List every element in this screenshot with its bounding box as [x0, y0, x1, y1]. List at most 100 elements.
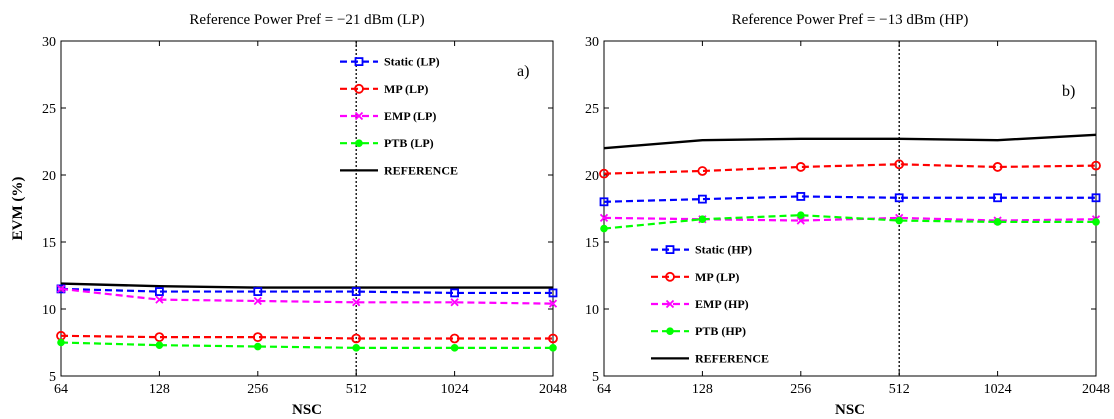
point-marker-dot [450, 344, 459, 352]
point-marker-circle [252, 332, 263, 343]
point-marker-square [894, 193, 904, 203]
x-tick-label: 256 [247, 382, 268, 397]
series-line [603, 163, 1097, 175]
point-marker-square [698, 194, 707, 204]
point-marker-dot [698, 215, 707, 224]
point-marker-x [665, 299, 675, 309]
series-emp-lp [56, 284, 558, 308]
y-tick-label: 10 [42, 303, 56, 318]
legend-label: MP (LP) [695, 270, 739, 284]
x-tick-label: 1024 [441, 382, 469, 397]
series-line [60, 287, 554, 305]
legend-label: Static (HP) [695, 243, 752, 257]
legend-label: MP (LP) [384, 82, 428, 96]
series-ptb-lp [57, 338, 557, 352]
point-marker-circle [548, 333, 558, 344]
legend-label: REFERENCE [695, 351, 769, 365]
series-line [60, 341, 553, 349]
point-marker-dot [253, 342, 262, 351]
point-marker-dot [1092, 218, 1100, 226]
point-marker-dot [155, 341, 164, 349]
y-tick-label: 30 [585, 35, 599, 50]
point-marker-circle [665, 271, 675, 282]
point-marker-square [599, 197, 609, 207]
point-marker-circle [992, 162, 1003, 172]
point-marker-circle [795, 162, 806, 172]
x-tick-label: 512 [889, 382, 910, 397]
y-tick-label: 20 [42, 169, 56, 184]
chart-title: Reference Power Pref = −21 dBm (LP) [189, 12, 424, 28]
x-tick-label: 512 [346, 382, 367, 397]
point-marker-dot [549, 344, 557, 352]
y-axis-label: EVM (%) [10, 177, 26, 241]
legend-label: EMP (HP) [695, 297, 749, 311]
legend: Static (HP) MP (LP) EMP (HP) PTB (HP) REFERE… [651, 243, 769, 365]
point-marker-x [796, 216, 805, 225]
point-marker-circle [449, 333, 460, 344]
x-tick-label: 2048 [1082, 382, 1110, 397]
point-marker-circle [154, 332, 165, 343]
x-tick-label: 128 [149, 382, 170, 397]
point-marker-square [354, 57, 364, 66]
legend-label: Static (LP) [384, 55, 440, 69]
point-marker-square [548, 288, 558, 298]
point-marker-circle [697, 166, 708, 176]
x-tick-label: 1024 [984, 382, 1012, 397]
series-static-hp [599, 192, 1101, 207]
point-marker-dot [352, 344, 361, 352]
y-tick-label: 15 [585, 236, 599, 251]
chart-title: Reference Power Pref = −13 dBm (HP) [732, 12, 969, 28]
series-mp-lp [56, 330, 558, 344]
point-marker-dot [355, 139, 363, 147]
series-ptb-hp [600, 211, 1100, 233]
point-marker-dot [600, 224, 608, 233]
legend-label: PTB (HP) [695, 324, 746, 338]
series-line [60, 334, 553, 340]
point-marker-x [548, 299, 558, 308]
point-marker-circle [1091, 160, 1101, 171]
series-line [603, 133, 1097, 150]
y-tick-label: 30 [42, 35, 56, 50]
legend: Static (LP) MP (LP) EMP (LP) PTB (LP) REFERE… [340, 55, 458, 177]
point-marker-square [450, 288, 460, 298]
y-tick-label: 20 [585, 169, 599, 184]
series-mp-lp [599, 159, 1101, 179]
point-marker-dot [895, 216, 904, 225]
point-marker-dot [993, 218, 1002, 226]
legend-label: EMP (LP) [384, 109, 436, 123]
panel-label: b) [1062, 83, 1075, 100]
y-tick-label: 15 [42, 236, 56, 251]
point-marker-circle [599, 168, 609, 179]
y-tick-label: 25 [42, 102, 56, 117]
x-tick-label: 64 [54, 382, 68, 397]
x-axis-label: NSC [835, 402, 865, 418]
series-reference [60, 282, 553, 289]
point-marker-x [253, 296, 262, 306]
y-tick-label: 5 [49, 370, 56, 385]
x-tick-label: 128 [692, 382, 713, 397]
point-marker-square [154, 287, 164, 296]
series-line [603, 195, 1096, 203]
legend-label: PTB (LP) [384, 136, 434, 150]
y-tick-label: 10 [585, 303, 599, 318]
x-axis-label: NSC [292, 402, 322, 418]
point-marker-dot [666, 327, 674, 336]
plot-area [60, 40, 554, 377]
series-static-lp [56, 284, 558, 298]
point-marker-x [450, 298, 459, 307]
series-line [60, 287, 553, 295]
series-line [60, 282, 553, 289]
point-marker-x [56, 284, 66, 294]
chart-panel-a: Reference Power Pref = −21 dBm (LP) 64 128… [10, 12, 567, 418]
series-line [603, 216, 1097, 222]
point-marker-dot [57, 338, 65, 347]
point-marker-square [253, 287, 263, 296]
point-marker-x [352, 298, 361, 307]
point-marker-dot [797, 211, 805, 219]
point-marker-circle [354, 83, 364, 94]
point-marker-x [155, 295, 164, 304]
point-marker-circle [351, 333, 362, 344]
x-tick-label: 2048 [539, 382, 567, 397]
point-marker-x [354, 111, 364, 121]
